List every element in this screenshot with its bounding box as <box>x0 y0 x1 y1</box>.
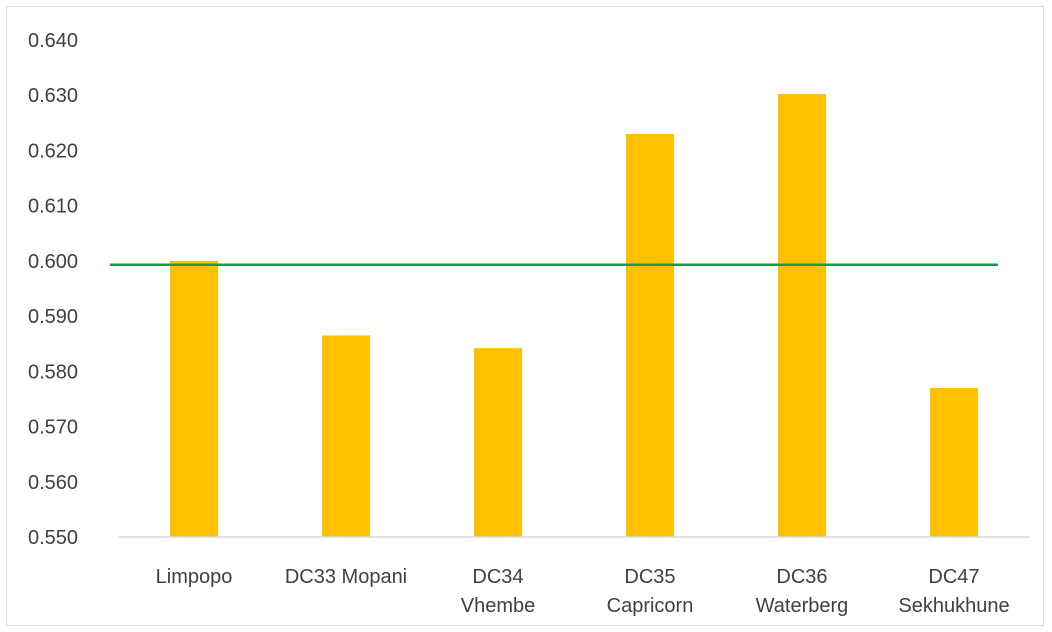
bar <box>626 133 674 537</box>
x-category-label: DC34 <box>472 566 523 588</box>
y-tick-label: 0.580 <box>28 361 78 383</box>
bars <box>170 94 978 538</box>
x-category-label: DC47 <box>928 566 979 588</box>
bar <box>322 335 370 537</box>
bar <box>930 387 978 537</box>
y-tick-label: 0.620 <box>28 140 78 162</box>
y-tick-label: 0.560 <box>28 472 78 494</box>
x-axis-category-labels: Limpopo DC33 Mopani DC34 Vhembe DC35 Capricor… <box>156 566 1010 617</box>
y-tick-label: 0.590 <box>28 306 78 328</box>
x-category-label: Vhembe <box>461 595 536 617</box>
y-tick-label: 0.630 <box>28 85 78 107</box>
y-axis-tick-labels: 0.550 0.560 0.570 0.580 0.590 0.600 0.610 0.620… <box>28 30 78 549</box>
bar <box>474 348 522 537</box>
x-category-label: DC33 Mopani <box>285 566 407 588</box>
x-category-label: DC35 <box>624 566 675 588</box>
x-category-label: DC36 <box>776 566 827 588</box>
y-tick-label: 0.610 <box>28 196 78 218</box>
x-category-label: Limpopo <box>156 566 233 588</box>
bar <box>170 260 218 537</box>
y-tick-label: 0.570 <box>28 417 78 439</box>
y-tick-label: 0.550 <box>28 527 78 549</box>
x-category-label: Sekhukhune <box>898 595 1009 617</box>
bar <box>778 94 826 538</box>
x-category-label: Waterberg <box>756 595 849 617</box>
y-tick-label: 0.640 <box>28 30 78 52</box>
y-tick-label: 0.600 <box>28 251 78 273</box>
x-category-label: Capricorn <box>607 595 694 617</box>
